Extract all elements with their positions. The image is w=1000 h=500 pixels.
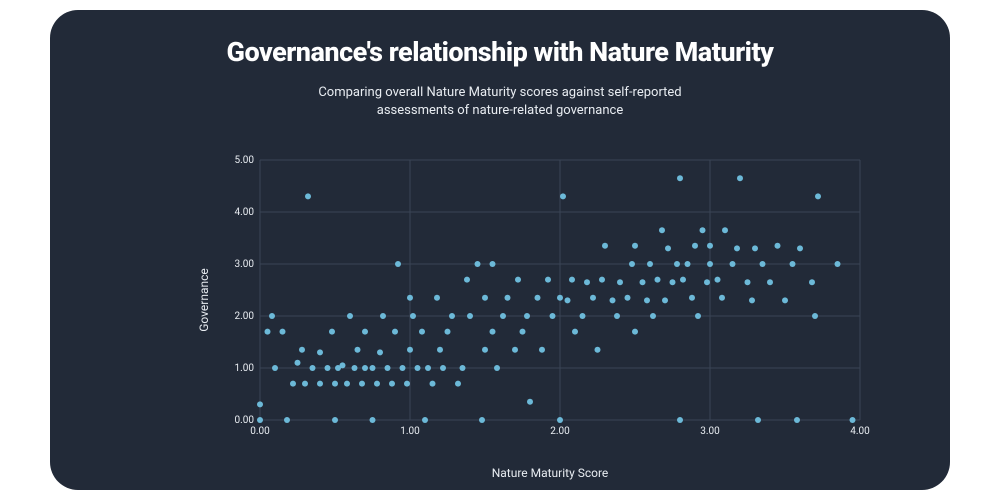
svg-text:2.00: 2.00 xyxy=(235,311,255,322)
chart-card: Governance's relationship with Nature Ma… xyxy=(50,10,950,490)
svg-text:2.00: 2.00 xyxy=(550,426,570,437)
chart-subtitle: Comparing overall Nature Maturity scores… xyxy=(50,84,950,119)
svg-text:3.00: 3.00 xyxy=(235,259,255,270)
y-axis-label: Governance xyxy=(197,268,211,332)
svg-text:5.00: 5.00 xyxy=(235,155,255,166)
svg-text:4.00: 4.00 xyxy=(235,207,255,218)
x-axis-label: Nature Maturity Score xyxy=(220,466,880,480)
svg-text:1.00: 1.00 xyxy=(400,426,420,437)
scatter-plot: Governance Nature Maturity Score 0.001.0… xyxy=(220,150,880,450)
svg-text:4.00: 4.00 xyxy=(850,426,870,437)
chart-title: Governance's relationship with Nature Ma… xyxy=(50,36,950,68)
svg-text:0.00: 0.00 xyxy=(250,426,270,437)
svg-text:3.00: 3.00 xyxy=(700,426,720,437)
svg-text:0.00: 0.00 xyxy=(235,415,255,426)
scatter-svg: 0.00 1.00 2.00 3.00 4.00 0.00 1.00 2.00 3.00 4.00… xyxy=(220,150,880,450)
svg-text:1.00: 1.00 xyxy=(235,363,255,374)
